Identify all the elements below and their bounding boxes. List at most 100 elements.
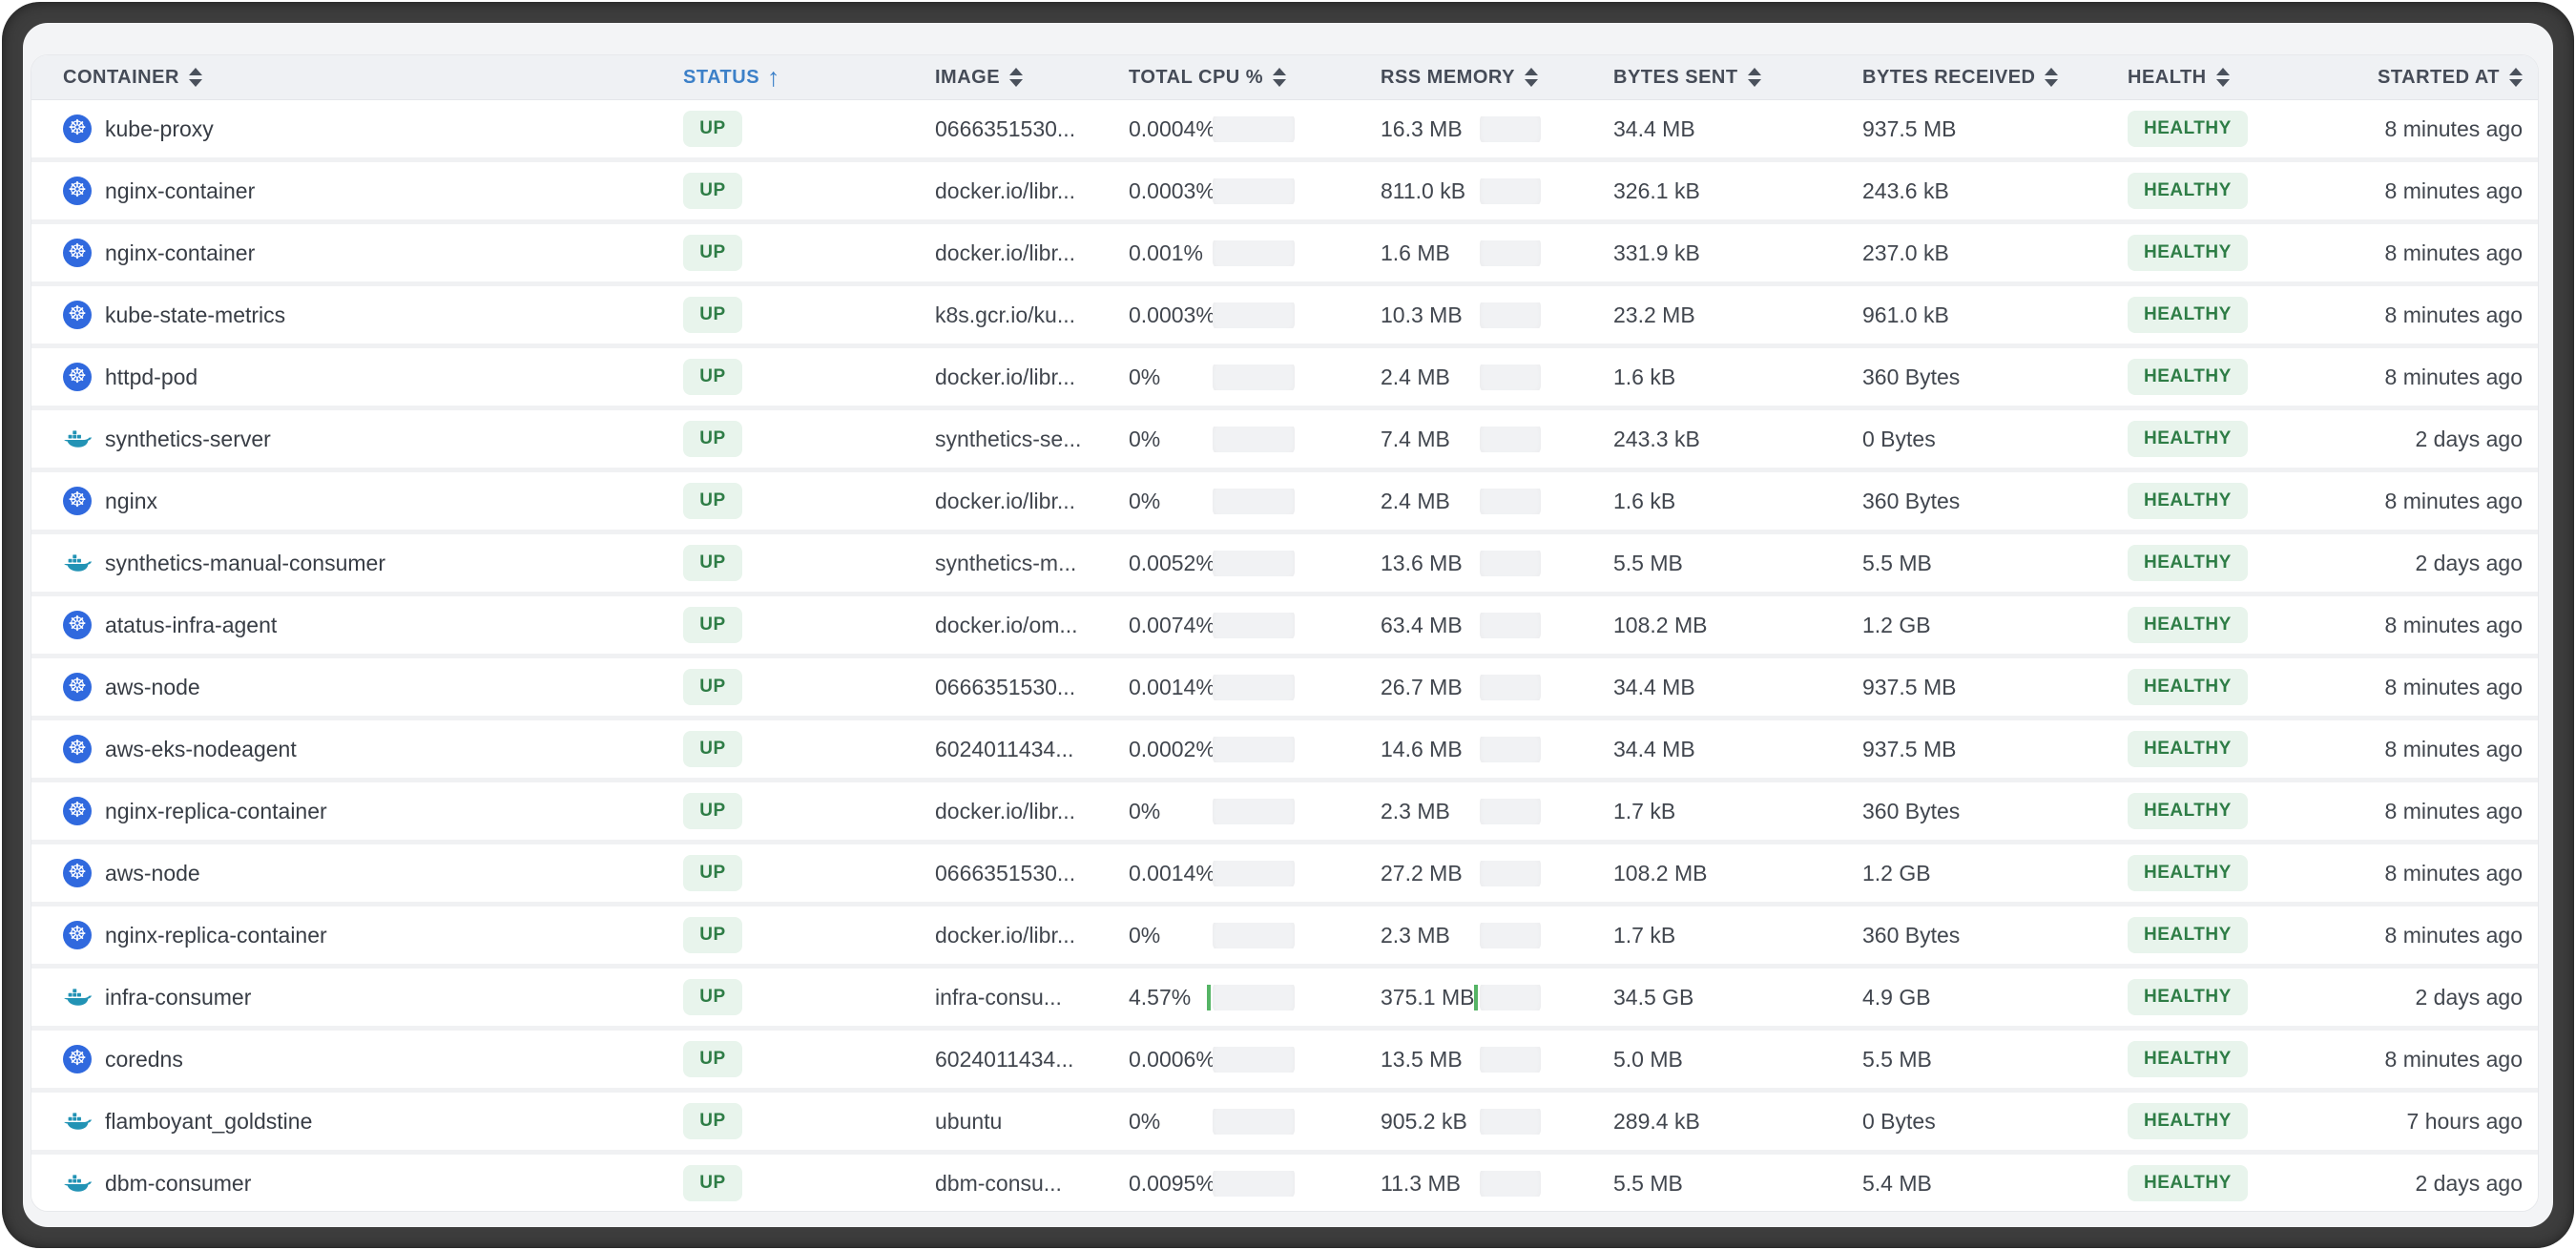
bytes-received-value: 243.6 kB xyxy=(1862,177,1949,203)
bytes-received-value: 1.2 GB xyxy=(1862,860,1931,885)
table-row[interactable]: ☸ atatus-infra-agent UP docker.io/om... … xyxy=(31,596,2538,654)
rss-memory-value: 13.6 MB xyxy=(1381,550,1463,575)
health-badge: HEALTHY xyxy=(2128,1103,2248,1139)
image-name: 0666351530... xyxy=(935,860,1076,885)
kubernetes-icon: ☸ xyxy=(63,363,92,391)
kubernetes-icon: ☸ xyxy=(63,1045,92,1073)
container-name: nginx-container xyxy=(105,177,256,203)
bytes-sent-value: 331.9 kB xyxy=(1613,240,1700,265)
table-row[interactable]: ☸ kube-proxy UP 0666351530... 0.0004% 16… xyxy=(31,100,2538,157)
container-name: nginx-replica-container xyxy=(105,798,327,823)
kubernetes-icon: ☸ xyxy=(63,921,92,949)
docker-icon xyxy=(63,983,92,1011)
docker-icon xyxy=(63,549,92,577)
rss-sparkline xyxy=(1480,1170,1541,1197)
container-name: infra-consumer xyxy=(105,984,252,1010)
table-row[interactable]: synthetics-manual-consumer UP synthetics… xyxy=(31,534,2538,592)
cpu-value: 0.0014% xyxy=(1129,860,1215,885)
image-name: docker.io/libr... xyxy=(935,364,1076,389)
health-badge: HEALTHY xyxy=(2128,979,2248,1015)
table-row[interactable]: ☸ nginx UP docker.io/libr... 0% 2.4 MB 1… xyxy=(31,472,2538,530)
column-header-rss-memory[interactable]: RSS MEMORY xyxy=(1381,67,1613,89)
rss-memory-value: 811.0 kB xyxy=(1381,177,1466,203)
bytes-sent-value: 34.4 MB xyxy=(1613,736,1695,761)
image-name: 6024011434... xyxy=(935,1046,1074,1072)
bytes-received-value: 961.0 kB xyxy=(1862,302,1949,327)
started-at-value: 2 days ago xyxy=(2415,1170,2523,1196)
started-at-value: 8 minutes ago xyxy=(2384,860,2523,885)
cpu-sparkline xyxy=(1213,674,1295,700)
container-name: nginx-container xyxy=(105,240,256,265)
bytes-sent-value: 289.4 kB xyxy=(1613,1108,1700,1134)
status-badge: UP xyxy=(683,979,742,1015)
rss-sparkline xyxy=(1480,1046,1541,1073)
bytes-sent-value: 5.5 MB xyxy=(1613,550,1683,575)
cpu-value: 0.0003% xyxy=(1129,177,1215,203)
rss-memory-value: 1.6 MB xyxy=(1381,240,1450,265)
table-row[interactable]: dbm-consumer UP dbm-consu... 0.0095% 11.… xyxy=(31,1155,2538,1211)
column-header-status[interactable]: STATUS ↑ xyxy=(683,64,935,91)
status-badge: UP xyxy=(683,173,742,209)
cpu-value: 0% xyxy=(1129,364,1161,389)
table-row[interactable]: ☸ aws-node UP 0666351530... 0.0014% 26.7… xyxy=(31,658,2538,716)
bytes-received-value: 5.5 MB xyxy=(1862,1046,1932,1072)
status-badge: UP xyxy=(683,1103,742,1139)
bytes-received-value: 0 Bytes xyxy=(1862,426,1936,451)
cpu-sparkline xyxy=(1213,426,1295,452)
table-row[interactable]: flamboyant_goldstine UP ubuntu 0% 905.2 … xyxy=(31,1093,2538,1150)
column-header-total-cpu[interactable]: TOTAL CPU % xyxy=(1129,67,1381,89)
table-row[interactable]: ☸ nginx-replica-container UP docker.io/l… xyxy=(31,782,2538,840)
column-header-image[interactable]: IMAGE xyxy=(935,67,1129,89)
rss-sparkline xyxy=(1480,612,1541,638)
health-badge: HEALTHY xyxy=(2128,1041,2248,1077)
column-header-container[interactable]: CONTAINER xyxy=(63,67,683,89)
docker-icon xyxy=(63,425,92,453)
bytes-sent-value: 243.3 kB xyxy=(1613,426,1700,451)
status-badge: UP xyxy=(683,855,742,891)
kubernetes-icon: ☸ xyxy=(63,611,92,639)
table-row[interactable]: ☸ aws-node UP 0666351530... 0.0014% 27.2… xyxy=(31,844,2538,902)
column-header-health[interactable]: HEALTH xyxy=(2128,67,2312,89)
table-row[interactable]: ☸ aws-eks-nodeagent UP 6024011434... 0.0… xyxy=(31,720,2538,778)
bytes-sent-value: 108.2 MB xyxy=(1613,860,1708,885)
table-row[interactable]: synthetics-server UP synthetics-se... 0%… xyxy=(31,410,2538,468)
status-badge: UP xyxy=(683,297,742,333)
container-name: flamboyant_goldstine xyxy=(105,1108,313,1134)
sort-icon xyxy=(2509,68,2523,87)
cpu-sparkline xyxy=(1213,364,1295,390)
image-name: docker.io/om... xyxy=(935,612,1078,637)
started-at-value: 8 minutes ago xyxy=(2384,177,2523,203)
bytes-sent-value: 34.5 GB xyxy=(1613,984,1694,1010)
bytes-sent-value: 1.7 kB xyxy=(1613,922,1676,948)
docker-icon xyxy=(63,1169,92,1198)
table-row[interactable]: ☸ kube-state-metrics UP k8s.gcr.io/ku...… xyxy=(31,286,2538,344)
cpu-value: 0.001% xyxy=(1129,240,1204,265)
health-badge: HEALTHY xyxy=(2128,173,2248,209)
status-badge: UP xyxy=(683,545,742,581)
table-row[interactable]: ☸ httpd-pod UP docker.io/libr... 0% 2.4 … xyxy=(31,348,2538,406)
status-badge: UP xyxy=(683,669,742,705)
rss-memory-value: 2.3 MB xyxy=(1381,922,1450,948)
table-row[interactable]: infra-consumer UP infra-consu... 4.57% 3… xyxy=(31,969,2538,1026)
bytes-received-value: 360 Bytes xyxy=(1862,798,1961,823)
started-at-value: 2 days ago xyxy=(2415,550,2523,575)
column-header-bytes-received[interactable]: BYTES RECEIVED xyxy=(1862,67,2128,89)
rss-sparkline xyxy=(1480,922,1541,948)
rss-memory-value: 14.6 MB xyxy=(1381,736,1463,761)
status-badge: UP xyxy=(683,483,742,519)
cpu-value: 0.0004% xyxy=(1129,115,1215,141)
image-name: docker.io/libr... xyxy=(935,240,1076,265)
sort-icon xyxy=(1524,68,1538,87)
cpu-value: 0.0006% xyxy=(1129,1046,1215,1072)
table-row[interactable]: ☸ coredns UP 6024011434... 0.0006% 13.5 … xyxy=(31,1031,2538,1088)
table-row[interactable]: ☸ nginx-container UP docker.io/libr... 0… xyxy=(31,224,2538,281)
column-header-started-at[interactable]: STARTED AT xyxy=(2312,67,2523,89)
column-header-bytes-sent[interactable]: BYTES SENT xyxy=(1613,67,1862,89)
cpu-sparkline-bar xyxy=(1207,984,1211,1010)
bytes-received-value: 5.5 MB xyxy=(1862,550,1932,575)
table-row[interactable]: ☸ nginx-container UP docker.io/libr... 0… xyxy=(31,162,2538,219)
bytes-received-value: 937.5 MB xyxy=(1862,736,1957,761)
table-row[interactable]: ☸ nginx-replica-container UP docker.io/l… xyxy=(31,906,2538,964)
sort-icon xyxy=(1747,68,1761,87)
started-at-value: 2 days ago xyxy=(2415,426,2523,451)
